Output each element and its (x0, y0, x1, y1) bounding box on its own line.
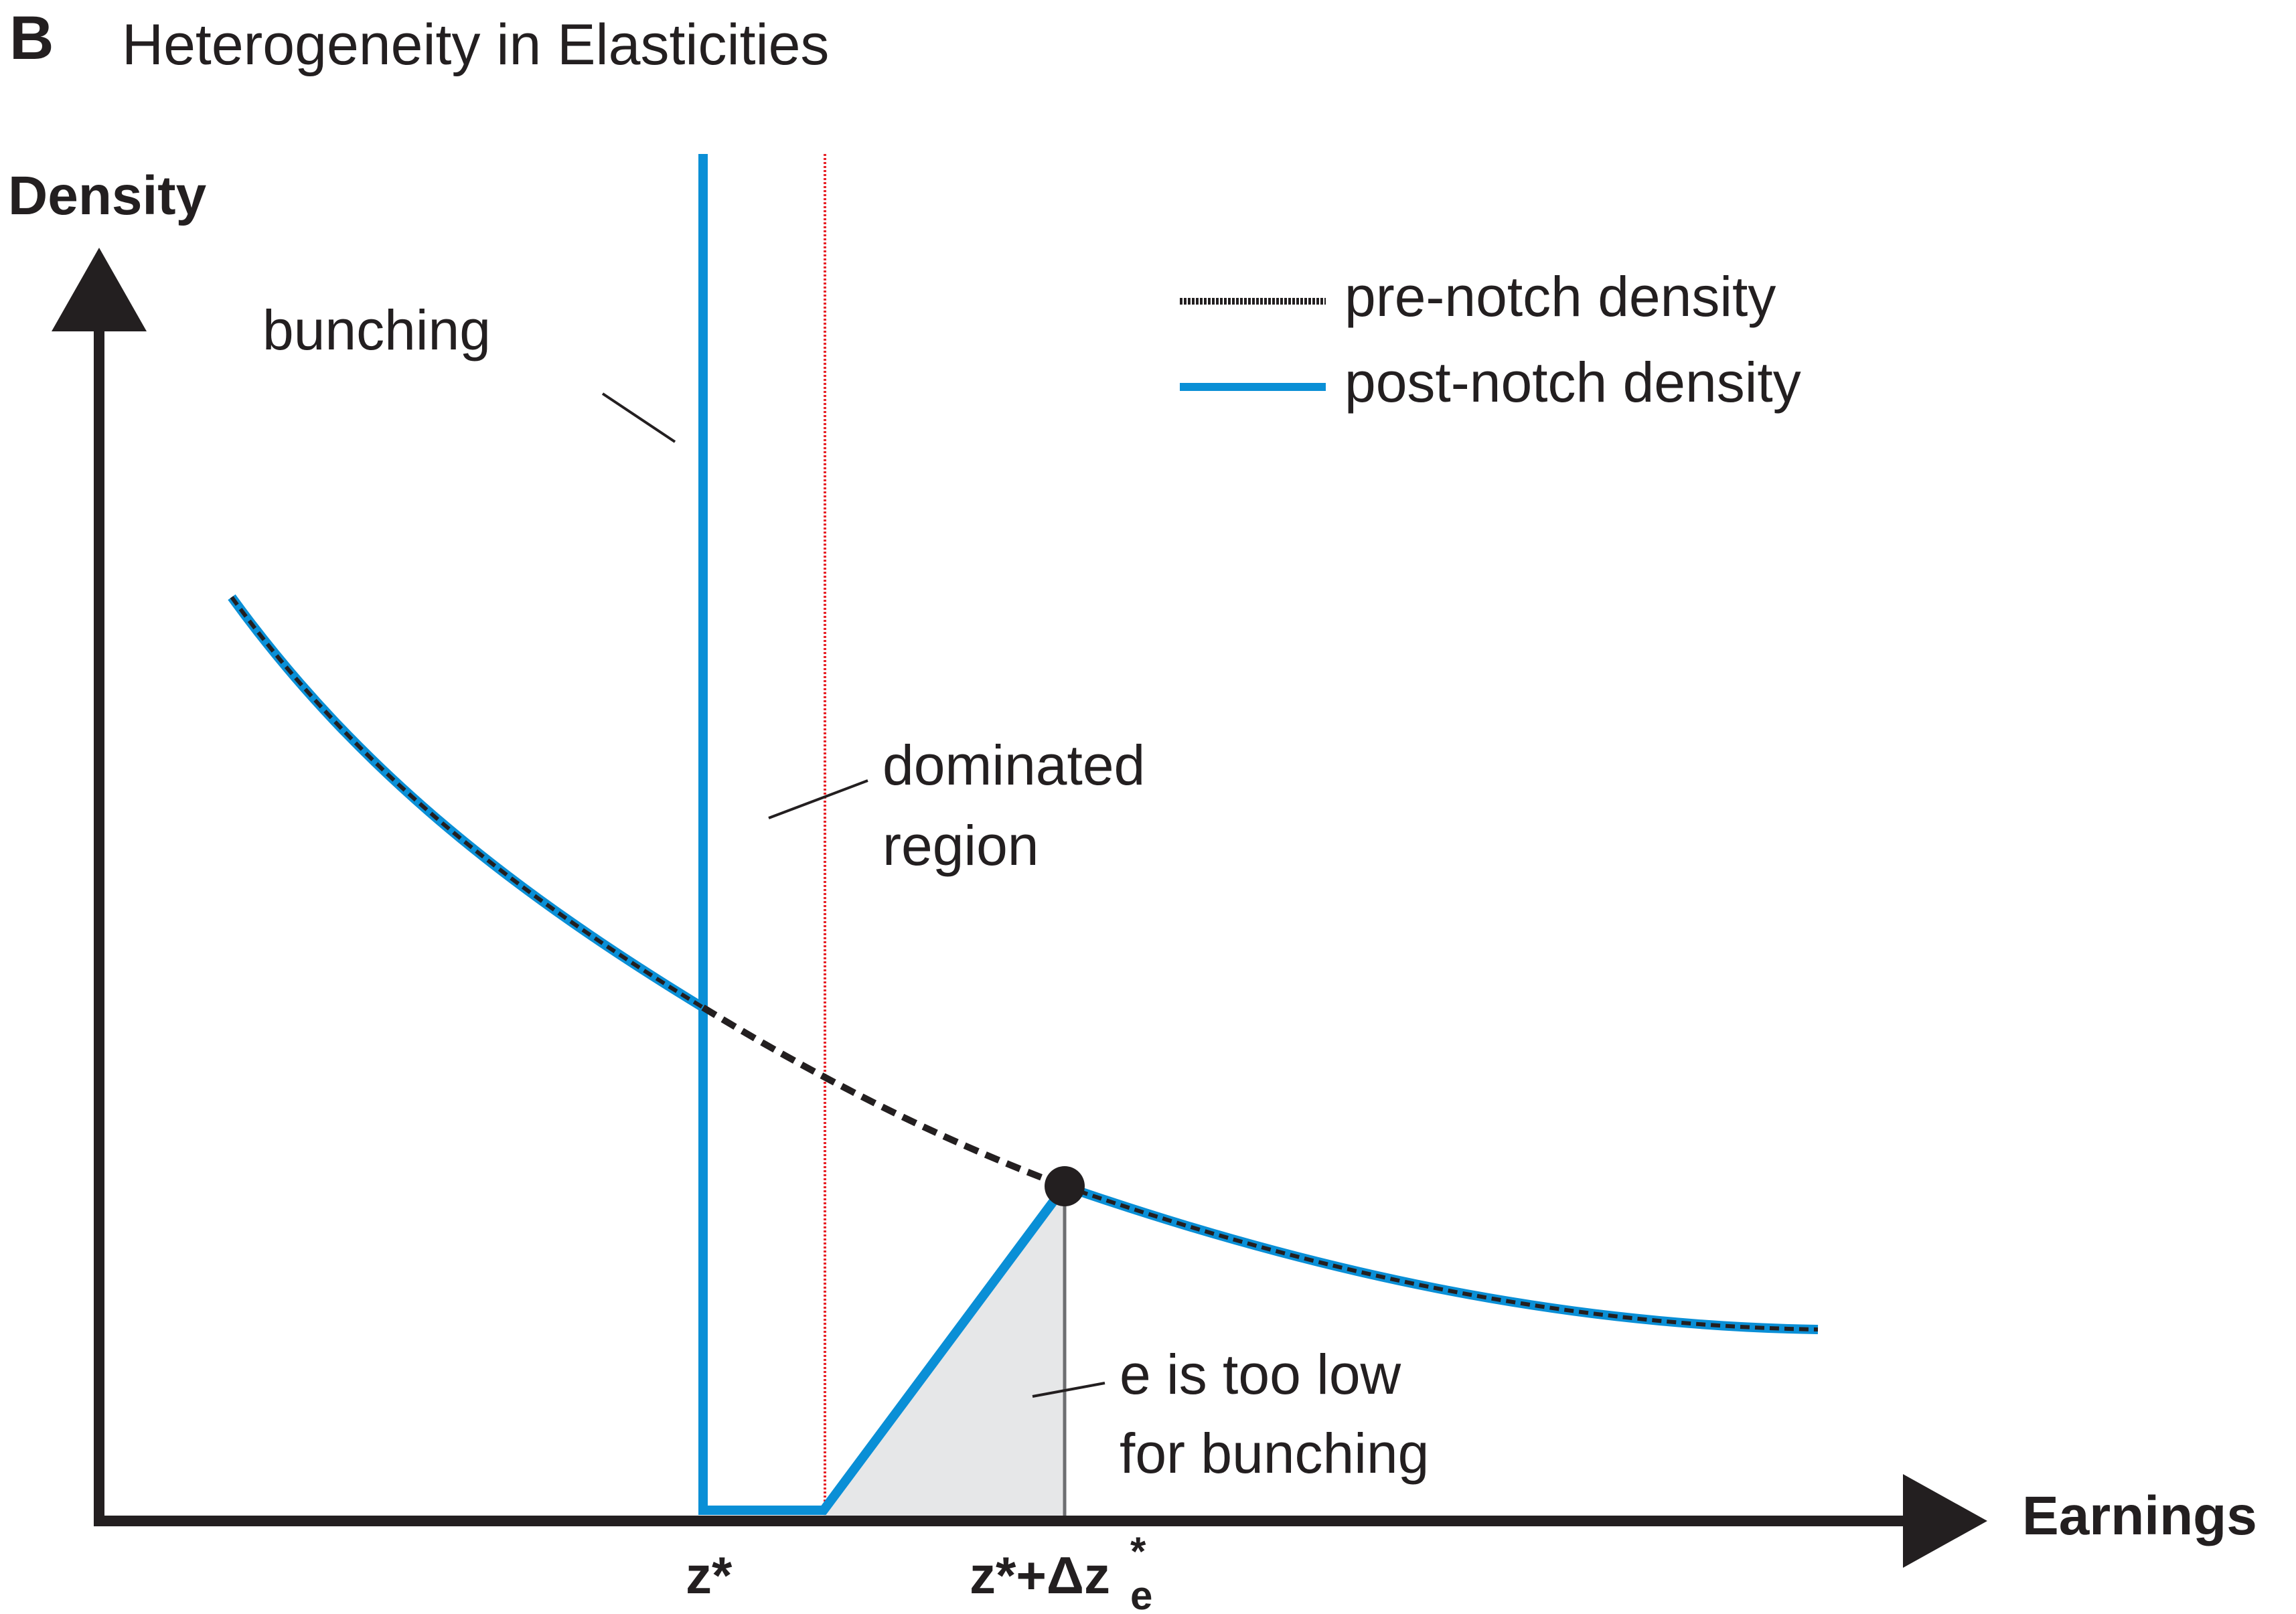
dominated-region-label-line1: dominated (883, 734, 1145, 797)
dominated-region-leader-line (768, 779, 868, 819)
y-axis-arrowhead (52, 248, 147, 331)
low-elasticity-label-line1: e is too low (1120, 1343, 1401, 1406)
low-elasticity-leader-line (1032, 1382, 1105, 1398)
panel-title: Heterogeneity in Elasticities (122, 13, 829, 77)
tick-z-star: z* (686, 1546, 733, 1605)
x-axis-label: Earnings (2022, 1485, 2257, 1546)
dominated-region-label-line2: region (883, 814, 1039, 877)
post-notch-spike-and-ramp (698, 154, 1069, 1515)
pre-notch-curve-left (230, 596, 704, 1010)
post-notch-curve-left (228, 594, 706, 1012)
bunching-label: bunching (262, 299, 491, 361)
pre-notch-curve-middle (701, 1004, 1066, 1190)
low-elasticity-label-line2: for bunching (1120, 1422, 1429, 1485)
legend-post-notch-label: post-notch density (1345, 351, 1801, 414)
tick-z-plus-delta-subscript: e (1130, 1573, 1152, 1614)
tick-z-plus-delta-main: z*+Δz (970, 1546, 1110, 1605)
panel-letter: B (9, 4, 54, 72)
bunching-leader-line (601, 392, 676, 443)
x-axis-arrowhead (1903, 1474, 1987, 1568)
pre-notch-curve-right (1064, 1184, 1819, 1331)
post-notch-curve-right (1063, 1182, 1819, 1334)
legend-pre-notch-label: pre-notch density (1345, 265, 1776, 328)
tick-z-star-plus-delta: z*+Δz * e (970, 1529, 1152, 1614)
marginal-buncher-point (1045, 1166, 1085, 1206)
tick-z-plus-delta-superscript: * (1130, 1529, 1146, 1574)
y-axis-label: Density (8, 165, 207, 226)
